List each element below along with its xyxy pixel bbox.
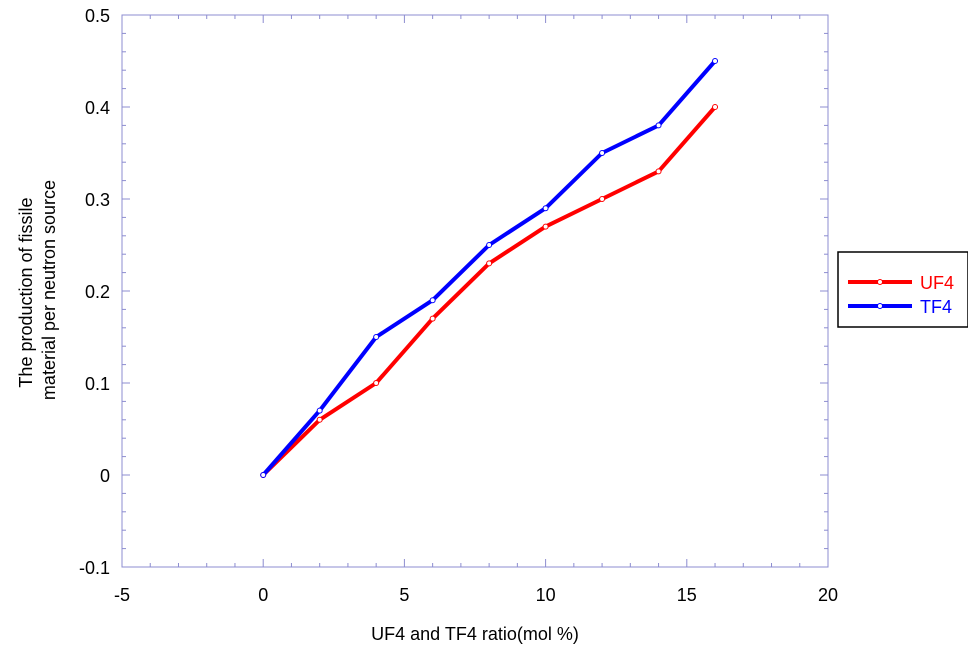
data-point-tf4 [260, 472, 267, 478]
y-axis-title: The production of fissile material per n… [16, 180, 59, 400]
plot-area-frame [121, 14, 829, 568]
x-tick-label: 20 [818, 585, 838, 605]
legend: UF4 TF4 [837, 251, 968, 328]
x-axis-tick-labels: -5 0 5 10 15 20 [114, 585, 838, 605]
x-tick-label: 10 [536, 585, 556, 605]
y-tick-label: 0.3 [85, 190, 110, 210]
x-tick-label: 5 [399, 585, 409, 605]
data-point-uf4 [599, 196, 606, 202]
data-point-tf4 [373, 334, 380, 340]
y-axis-title-line-1: The production of fissile [16, 197, 36, 387]
data-point-uf4 [486, 260, 493, 267]
legend-marker-tf4 [877, 303, 883, 309]
chart-series [260, 58, 719, 478]
series-uf4 [260, 104, 719, 478]
data-point-tf4 [712, 58, 719, 64]
y-axis-tick-labels: -0.1 0 0.1 0.2 0.3 0.4 0.5 [79, 6, 110, 578]
data-point-uf4 [712, 104, 719, 110]
y-tick-label: -0.1 [79, 558, 110, 578]
data-point-uf4 [429, 315, 436, 322]
data-point-tf4 [599, 150, 606, 156]
series-line-uf4 [261, 105, 718, 477]
data-point-uf4 [655, 168, 662, 175]
legend-label-tf4: TF4 [920, 297, 952, 317]
y-tick-label: 0.2 [85, 282, 110, 302]
y-tick-label: 0.1 [85, 374, 110, 394]
axis-ticks [121, 14, 829, 568]
x-tick-label: 15 [677, 585, 697, 605]
data-point-tf4 [316, 407, 323, 414]
legend-box [837, 251, 968, 328]
x-tick-label: 0 [258, 585, 268, 605]
plot-frame [121, 14, 829, 568]
y-axis-title-line-2: material per neutron source [39, 180, 59, 400]
x-tick-label: -5 [114, 585, 130, 605]
y-tick-label: 0 [100, 466, 110, 486]
data-point-tf4 [429, 297, 436, 304]
data-point-tf4 [655, 122, 662, 129]
data-point-uf4 [542, 223, 549, 230]
data-point-tf4 [486, 242, 493, 248]
y-tick-label: 0.5 [85, 6, 110, 26]
legend-label-uf4: UF4 [920, 273, 954, 293]
data-point-uf4 [316, 416, 323, 423]
legend-marker-uf4 [877, 279, 883, 285]
series-tf4 [260, 58, 719, 478]
data-point-tf4 [542, 205, 549, 212]
y-tick-label: 0.4 [85, 98, 110, 118]
x-axis-title: UF4 and TF4 ratio(mol %) [371, 624, 579, 644]
data-point-uf4 [373, 380, 380, 386]
